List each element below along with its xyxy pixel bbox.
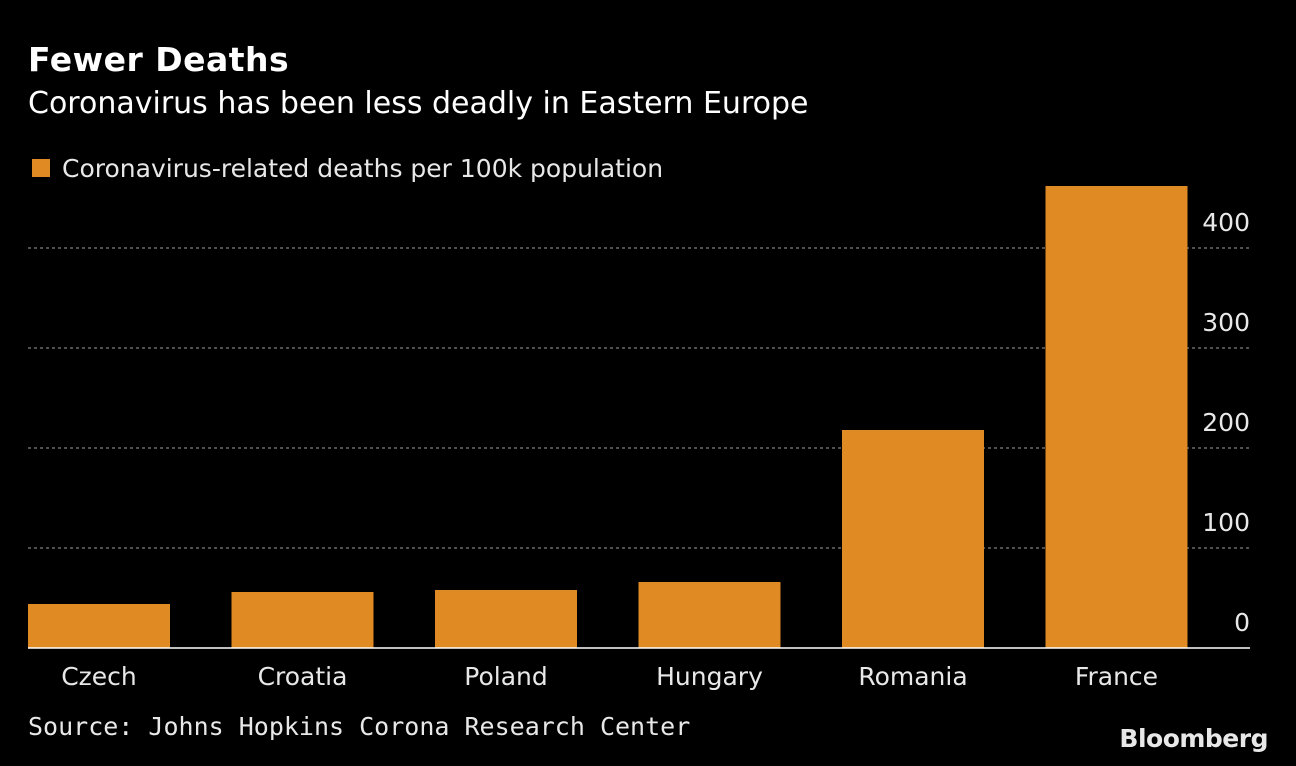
x-tick-label: Hungary <box>656 662 763 691</box>
bloomberg-logo: Bloomberg <box>1119 724 1268 753</box>
y-tick-label: 400 <box>1202 208 1250 237</box>
y-tick-label: 0 <box>1234 608 1250 637</box>
bar-romania <box>842 430 984 648</box>
x-tick-label: France <box>1075 662 1158 691</box>
legend-swatch <box>32 159 50 177</box>
x-tick-label: Croatia <box>258 662 348 691</box>
bar-poland <box>435 590 577 648</box>
x-tick-label: Czech <box>61 662 137 691</box>
source-note: Source: Johns Hopkins Corona Research Ce… <box>28 712 691 741</box>
chart-subtitle: Coronavirus has been less deadly in East… <box>28 86 809 121</box>
y-tick-label: 200 <box>1202 408 1250 437</box>
chart-title: Fewer Deaths <box>28 40 290 79</box>
legend: Coronavirus-related deaths per 100k popu… <box>32 152 663 184</box>
bar-france <box>1045 186 1188 648</box>
bar-croatia <box>231 592 374 648</box>
x-tick-label: Romania <box>858 662 967 691</box>
y-tick-label: 300 <box>1202 308 1250 337</box>
x-tick-label: Poland <box>464 662 547 691</box>
bar-czech <box>28 604 170 648</box>
legend-label: Coronavirus-related deaths per 100k popu… <box>62 153 664 183</box>
bar-hungary <box>638 582 781 648</box>
y-tick-label: 100 <box>1202 508 1250 537</box>
